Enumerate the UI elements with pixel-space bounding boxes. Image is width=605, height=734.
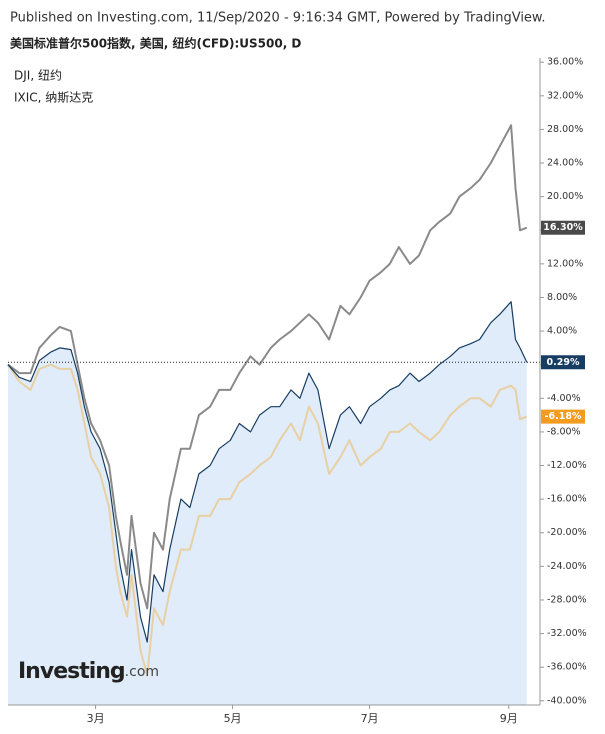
- area: [8, 301, 527, 705]
- x-tick-label: 7月: [361, 712, 379, 725]
- value-tag: [541, 409, 585, 424]
- y-tick-label: -24.00%: [547, 561, 587, 572]
- y-tick-label: -28.00%: [547, 594, 587, 605]
- header: Published on Investing.com, 11/Sep/2020 …: [10, 11, 546, 26]
- chart-title: 美国标准普尔500指数, 美国, 纽约(CFD):US500, D: [10, 36, 301, 51]
- x-tick-label: 3月: [87, 712, 105, 725]
- series-line: [7, 363, 528, 677]
- value-tag-label: 0.29%: [547, 357, 580, 368]
- y-tick-label: 32.00%: [547, 90, 583, 101]
- y-tick-label: -8.00%: [547, 426, 581, 437]
- plot: [7, 124, 528, 705]
- value-tag: [541, 355, 585, 370]
- series-line: [7, 301, 528, 643]
- logo: Investing.com: [18, 659, 159, 684]
- x-tick-label: 5月: [224, 712, 242, 725]
- y-tick-label: 8.00%: [547, 292, 577, 303]
- y-tick-label: -12.00%: [547, 460, 587, 471]
- logo-brand: Investing: [18, 659, 125, 684]
- y-tick-label: -40.00%: [547, 695, 587, 706]
- y-tick-label: 12.00%: [547, 258, 583, 269]
- value-tag-label: -6.18%: [545, 411, 582, 422]
- legend-entry: IXIC, 纳斯达克: [14, 91, 93, 105]
- y-tick-label: -20.00%: [547, 527, 587, 538]
- y-tick-label: 36.00%: [547, 57, 583, 68]
- value-tag: [541, 220, 585, 235]
- y-tick-label: -4.00%: [547, 393, 581, 404]
- value-tag-label: 16.30%: [543, 222, 583, 233]
- y-tick-label: -16.00%: [547, 494, 587, 505]
- logo-suffix: .com: [125, 664, 159, 680]
- legend-entry: DJI, 纽约: [14, 68, 62, 83]
- y-tick-label: 24.00%: [547, 158, 583, 169]
- x-tick-label: 9月: [500, 712, 518, 725]
- y-tick-label: 28.00%: [547, 124, 583, 135]
- series-line: [7, 124, 528, 610]
- y-tick-label: -36.00%: [547, 662, 587, 673]
- y-tick-label: -32.00%: [547, 628, 587, 639]
- y-tick-label: 4.00%: [547, 326, 577, 337]
- y-tick-label: 20.00%: [547, 191, 583, 202]
